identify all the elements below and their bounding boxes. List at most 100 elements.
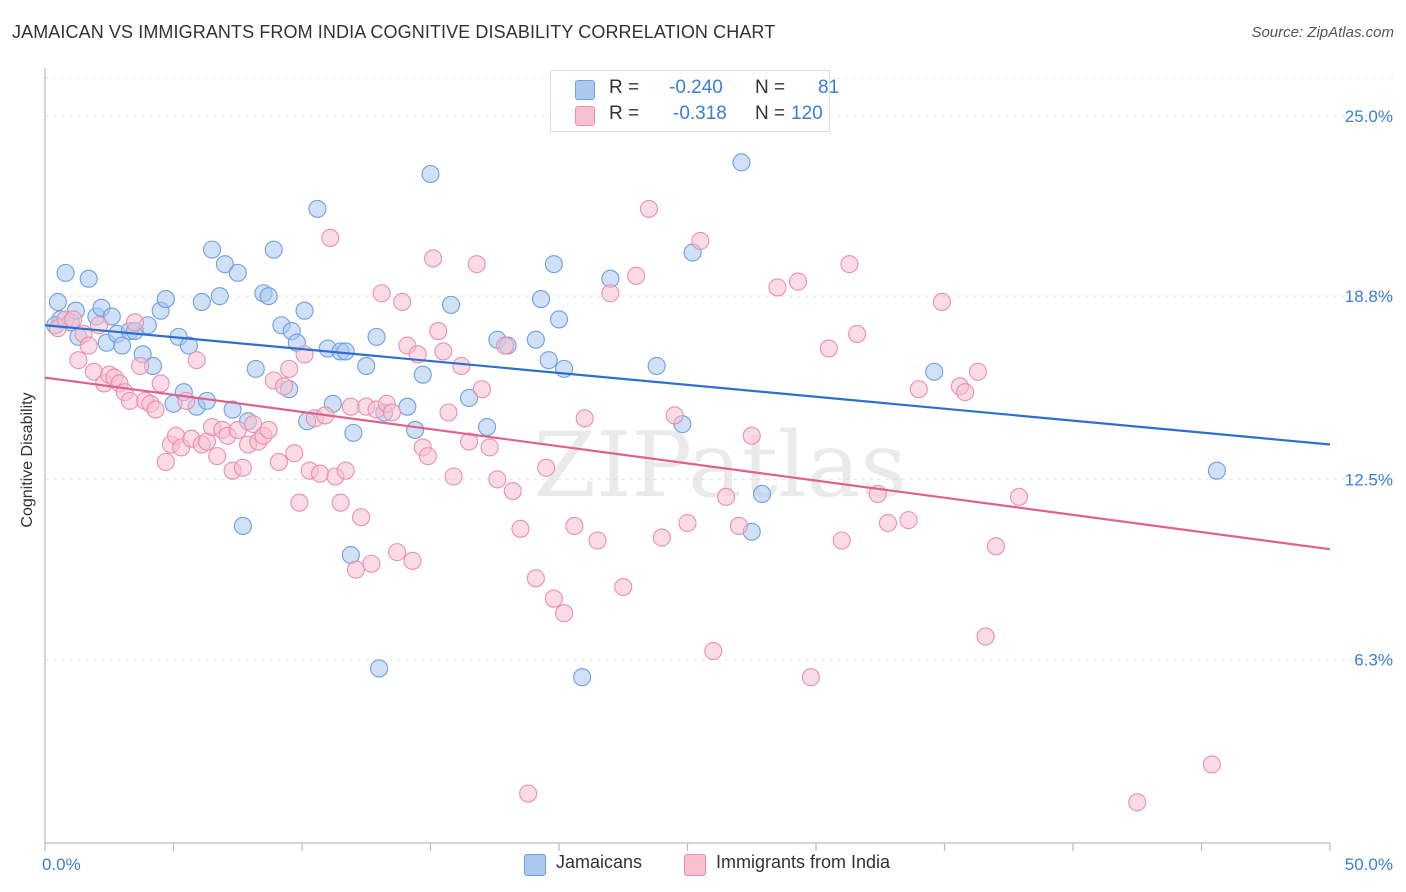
india-point bbox=[208, 447, 227, 466]
india-point bbox=[768, 278, 787, 297]
india-point bbox=[467, 255, 486, 274]
india-point bbox=[503, 481, 522, 501]
india-point bbox=[495, 336, 515, 355]
n-value: 81 bbox=[818, 77, 840, 98]
india-point bbox=[1009, 487, 1029, 506]
india-point bbox=[1202, 755, 1221, 774]
india-point bbox=[125, 313, 144, 332]
jamaican-point bbox=[1207, 461, 1226, 480]
india-point bbox=[665, 406, 684, 425]
jamaican-point bbox=[413, 365, 432, 384]
india-point bbox=[848, 324, 867, 344]
india-point bbox=[704, 641, 723, 661]
india-point bbox=[434, 342, 453, 361]
india-point bbox=[131, 356, 150, 376]
jamaican-point bbox=[203, 240, 222, 259]
jamaican-point bbox=[573, 668, 592, 687]
jamaican-point bbox=[192, 292, 211, 312]
india-point bbox=[575, 409, 594, 428]
jamaican-point bbox=[259, 287, 278, 306]
india-point bbox=[352, 508, 371, 527]
india-point bbox=[691, 231, 710, 250]
jamaican-point bbox=[732, 153, 751, 172]
x-tick-label: 0.0% bbox=[42, 855, 81, 874]
india-point bbox=[321, 228, 340, 248]
jamaican-point bbox=[215, 255, 234, 274]
india-point bbox=[472, 380, 491, 399]
jamaican-point bbox=[295, 301, 314, 320]
trend-lines bbox=[44, 324, 1331, 551]
india-point bbox=[187, 351, 206, 370]
india-point bbox=[511, 519, 530, 538]
jamaican-point bbox=[344, 423, 363, 442]
india-point bbox=[716, 487, 736, 506]
india-point bbox=[233, 458, 252, 477]
india-point bbox=[429, 322, 448, 341]
jamaican-point bbox=[477, 417, 497, 437]
stats-legend: R = -0.240 N = 81 R = -0.318 N = 120 bbox=[550, 70, 839, 132]
jamaican-point bbox=[531, 290, 551, 309]
jamaican-point bbox=[336, 342, 355, 361]
india-point bbox=[840, 255, 859, 274]
y-axis-label: Cognitive Disability bbox=[16, 360, 40, 560]
legend-label: Jamaicans bbox=[556, 852, 643, 872]
jamaican-point bbox=[79, 269, 98, 288]
r-value: -0.318 bbox=[673, 103, 727, 124]
india-point bbox=[393, 292, 412, 312]
india-point bbox=[678, 513, 697, 533]
india-point bbox=[819, 339, 838, 358]
india-point bbox=[79, 336, 98, 355]
tick-labels: 25.0% 18.8% 12.5% 6.3% 0.0% 50.0% bbox=[42, 107, 1393, 874]
india-point bbox=[362, 554, 381, 573]
india-point bbox=[444, 467, 463, 486]
jamaican-point bbox=[228, 263, 247, 282]
india-point bbox=[526, 569, 545, 588]
jamaican-trend-line bbox=[44, 324, 1331, 446]
y-tick-label: 18.8% bbox=[1345, 287, 1393, 306]
axes bbox=[44, 68, 1331, 851]
india-point bbox=[439, 403, 458, 422]
jamaicans-swatch bbox=[524, 854, 546, 876]
jamaican-point bbox=[113, 336, 132, 355]
jamaican-point bbox=[544, 255, 563, 274]
jamaican-point bbox=[925, 362, 944, 381]
jamaican-point bbox=[459, 388, 479, 408]
india-point bbox=[729, 516, 748, 535]
n-value: 120 bbox=[791, 103, 823, 124]
india-swatch bbox=[684, 854, 706, 876]
source-label: Source: ZipAtlas.com bbox=[1251, 24, 1394, 41]
india-point bbox=[269, 452, 288, 472]
india-point bbox=[832, 531, 851, 550]
jamaican-point bbox=[102, 307, 121, 326]
jamaican-point bbox=[398, 397, 417, 416]
jamaican-point bbox=[367, 327, 386, 346]
india-point bbox=[968, 362, 987, 381]
india-point bbox=[544, 589, 563, 608]
india-point bbox=[480, 438, 499, 457]
india-point bbox=[652, 528, 671, 547]
india-point bbox=[120, 391, 139, 410]
r-key: R = bbox=[609, 77, 640, 98]
jamaican-point bbox=[357, 356, 376, 376]
india-point bbox=[588, 531, 607, 550]
india-point bbox=[1128, 793, 1147, 812]
india-point bbox=[614, 577, 633, 597]
jamaican-point bbox=[526, 330, 545, 349]
jamaican-point bbox=[156, 290, 175, 309]
india-point bbox=[909, 380, 928, 399]
india-point bbox=[346, 560, 366, 579]
india-point bbox=[986, 537, 1005, 556]
india-point bbox=[331, 493, 350, 512]
jamaican-point bbox=[264, 240, 283, 259]
india-point bbox=[156, 452, 175, 472]
jamaican-point bbox=[421, 164, 440, 184]
india-point bbox=[341, 397, 360, 416]
india-point bbox=[403, 551, 422, 570]
india-point bbox=[418, 447, 437, 466]
india-point bbox=[382, 403, 402, 422]
legend-label: Immigrants from India bbox=[716, 852, 891, 872]
n-key: N = bbox=[755, 103, 786, 124]
india-point bbox=[742, 426, 761, 445]
jamaican-point bbox=[48, 292, 67, 312]
jamaican-point bbox=[223, 400, 242, 419]
